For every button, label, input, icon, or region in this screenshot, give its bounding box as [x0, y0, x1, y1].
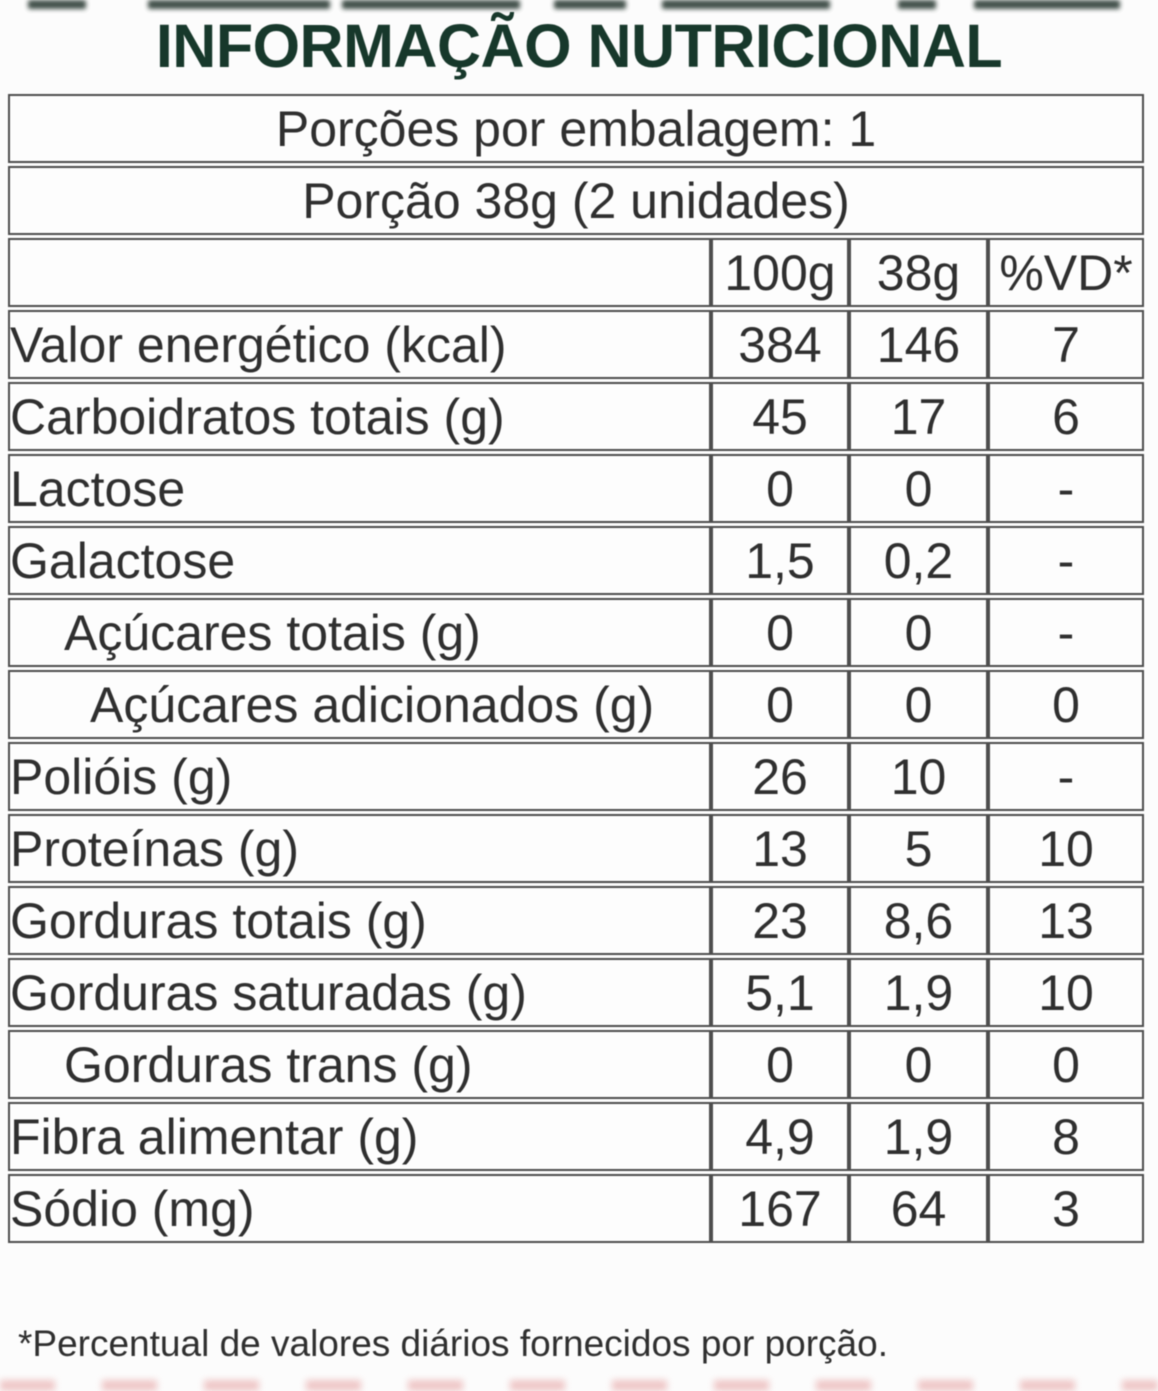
row-label: Gorduras saturadas (g) [8, 958, 711, 1027]
portion-row: Porção 38g (2 unidades) [8, 166, 1145, 235]
value-100g: 167 [711, 1174, 849, 1243]
value-100g: 0 [711, 454, 849, 523]
value-38g: 1,9 [849, 1102, 988, 1171]
value-vd: - [988, 742, 1145, 811]
value-100g: 1,5 [711, 526, 849, 595]
col-header-vd: %VD* [988, 238, 1145, 307]
top-crop-mark [662, 0, 830, 9]
value-vd: - [988, 526, 1145, 595]
row-label: Carboidratos totais (g) [8, 382, 711, 451]
row-label: Valor energético (kcal) [8, 310, 711, 379]
value-38g: 10 [849, 742, 988, 811]
value-vd: 7 [988, 310, 1145, 379]
value-100g: 0 [711, 598, 849, 667]
top-crop-mark [898, 0, 936, 9]
nutrition-table: Porções por embalagem: 1 Porção 38g (2 u… [8, 91, 1145, 1246]
value-38g: 146 [849, 310, 988, 379]
value-38g: 1,9 [849, 958, 988, 1027]
value-38g: 0 [849, 454, 988, 523]
value-vd: 10 [988, 958, 1145, 1027]
top-crop-mark [342, 0, 520, 9]
value-100g: 5,1 [711, 958, 849, 1027]
value-38g: 17 [849, 382, 988, 451]
table-row-energy: Valor energético (kcal) 384 146 7 [8, 310, 1145, 379]
table-row-sodium: Sódio (mg) 167 64 3 [8, 1174, 1145, 1243]
value-38g: 5 [849, 814, 988, 883]
value-100g: 13 [711, 814, 849, 883]
table-row-polyols: Polióis (g) 26 10 - [8, 742, 1145, 811]
table-row-total-fat: Gorduras totais (g) 23 8,6 13 [8, 886, 1145, 955]
value-vd: - [988, 598, 1145, 667]
table-row-galactose: Galactose 1,5 0,2 - [8, 526, 1145, 595]
value-38g: 0 [849, 598, 988, 667]
value-vd: - [988, 454, 1145, 523]
value-38g: 8,6 [849, 886, 988, 955]
servings-per-package-text: Porções por embalagem: 1 [8, 94, 1145, 163]
table-row-total-sugars: Açúcares totais (g) 0 0 - [8, 598, 1145, 667]
value-38g: 0 [849, 670, 988, 739]
table-row-added-sugars: Açúcares adicionados (g) 0 0 0 [8, 670, 1145, 739]
value-100g: 0 [711, 670, 849, 739]
value-vd: 0 [988, 670, 1145, 739]
portion-text: Porção 38g (2 unidades) [8, 166, 1145, 235]
col-header-38g: 38g [849, 238, 988, 307]
row-label: Açúcares adicionados (g) [8, 670, 711, 739]
table-row-trans-fat: Gorduras trans (g) 0 0 0 [8, 1030, 1145, 1099]
daily-value-footnote: *Percentual de valores diários fornecido… [18, 1323, 888, 1364]
page-title: INFORMAÇÃO NUTRICIONAL [155, 12, 1003, 80]
value-100g: 23 [711, 886, 849, 955]
value-vd: 8 [988, 1102, 1145, 1171]
value-100g: 0 [711, 1030, 849, 1099]
table-row-lactose: Lactose 0 0 - [8, 454, 1145, 523]
table-row-saturated-fat: Gorduras saturadas (g) 5,1 1,9 10 [8, 958, 1145, 1027]
bottom-crop-artifact [0, 1380, 1158, 1391]
value-100g: 45 [711, 382, 849, 451]
top-crop-mark [554, 0, 626, 9]
table-row-carbs: Carboidratos totais (g) 45 17 6 [8, 382, 1145, 451]
row-label: Gorduras totais (g) [8, 886, 711, 955]
top-crop-artifact [0, 0, 1158, 14]
col-header-100g: 100g [711, 238, 849, 307]
value-vd: 13 [988, 886, 1145, 955]
row-label: Polióis (g) [8, 742, 711, 811]
row-label: Lactose [8, 454, 711, 523]
value-38g: 64 [849, 1174, 988, 1243]
value-vd: 10 [988, 814, 1145, 883]
row-label: Galactose [8, 526, 711, 595]
value-100g: 4,9 [711, 1102, 849, 1171]
value-vd: 6 [988, 382, 1145, 451]
row-label: Gorduras trans (g) [8, 1030, 711, 1099]
table-row-protein: Proteínas (g) 13 5 10 [8, 814, 1145, 883]
value-100g: 384 [711, 310, 849, 379]
top-crop-mark [974, 0, 1120, 9]
value-vd: 3 [988, 1174, 1145, 1243]
value-38g: 0,2 [849, 526, 988, 595]
column-header-row: 100g 38g %VD* [8, 238, 1145, 307]
value-100g: 26 [711, 742, 849, 811]
top-crop-mark [28, 0, 86, 9]
servings-row: Porções por embalagem: 1 [8, 94, 1145, 163]
row-label: Fibra alimentar (g) [8, 1102, 711, 1171]
table-row-fiber: Fibra alimentar (g) 4,9 1,9 8 [8, 1102, 1145, 1171]
value-vd: 0 [988, 1030, 1145, 1099]
row-label: Sódio (mg) [8, 1174, 711, 1243]
row-label: Proteínas (g) [8, 814, 711, 883]
top-crop-mark [148, 0, 330, 9]
row-label: Açúcares totais (g) [8, 598, 711, 667]
empty-header-cell [8, 238, 711, 307]
value-38g: 0 [849, 1030, 988, 1099]
